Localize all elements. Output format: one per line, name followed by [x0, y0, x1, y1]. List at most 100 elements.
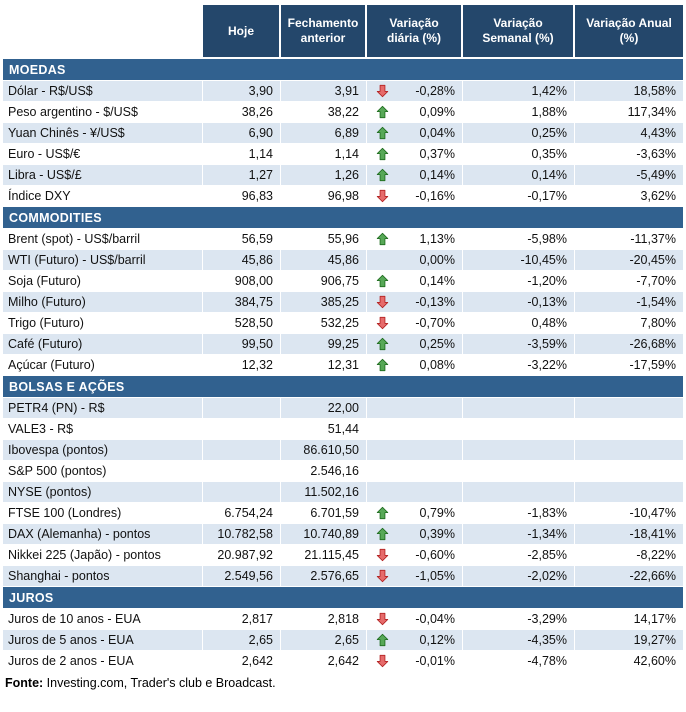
cell-variacao-diaria: 0,25%	[367, 334, 463, 355]
cell-variacao-anual: -1,54%	[575, 292, 683, 313]
cell-variacao-diaria: 0,04%	[367, 123, 463, 144]
source-text: Investing.com, Trader's club e Broadcast…	[43, 676, 276, 690]
cell-variacao-anual: -5,49%	[575, 165, 683, 186]
cell-fechamento-anterior: 22,00	[281, 398, 367, 419]
cell-hoje: 45,86	[203, 250, 281, 271]
cell-hoje: 20.987,92	[203, 545, 281, 566]
cell-variacao-diaria: 0,00%	[367, 250, 463, 271]
cell-variacao-diaria: -0,70%	[367, 313, 463, 334]
cell-variacao-anual: 117,34%	[575, 102, 683, 123]
header-variacao-diaria: Variação diária (%)	[367, 5, 463, 57]
cell-hoje: 2,817	[203, 609, 281, 630]
row-label: Libra - US$/£	[3, 165, 203, 186]
row-label: NYSE (pontos)	[3, 482, 203, 503]
cell-variacao-diaria: -0,16%	[367, 186, 463, 207]
cell-hoje	[203, 398, 281, 419]
cell-variacao-semanal: -2,02%	[463, 566, 575, 587]
table-row: Juros de 10 anos - EUA 2,817 2,818 -0,04% -3…	[3, 609, 683, 630]
cell-hoje: 6.754,24	[203, 503, 281, 524]
variacao-diaria-value: 0,08%	[419, 358, 455, 372]
table-row: Peso argentino - $/US$ 38,26 38,22 0,09% 1,8…	[3, 102, 683, 123]
cell-variacao-semanal	[463, 461, 575, 482]
section-header-moedas: MOEDAS	[3, 59, 683, 81]
cell-fechamento-anterior: 96,98	[281, 186, 367, 207]
row-label: Peso argentino - $/US$	[3, 102, 203, 123]
table-row: Juros de 5 anos - EUA 2,65 2,65 0,12% -4,35%…	[3, 630, 683, 651]
variacao-diaria-value: -0,16%	[415, 189, 455, 203]
cell-variacao-anual	[575, 482, 683, 503]
cell-variacao-diaria: 0,09%	[367, 102, 463, 123]
cell-hoje: 38,26	[203, 102, 281, 123]
variacao-diaria-value: 0,14%	[419, 274, 455, 288]
cell-variacao-diaria: -0,04%	[367, 609, 463, 630]
cell-fechamento-anterior: 906,75	[281, 271, 367, 292]
row-label: VALE3 - R$	[3, 419, 203, 440]
cell-variacao-anual: 14,17%	[575, 609, 683, 630]
table-row: PETR4 (PN) - R$ 22,00	[3, 398, 683, 419]
up-arrow-icon	[376, 274, 389, 288]
cell-variacao-diaria: -0,28%	[367, 81, 463, 102]
cell-fechamento-anterior: 38,22	[281, 102, 367, 123]
down-arrow-icon	[376, 548, 389, 562]
table-row: VALE3 - R$ 51,44	[3, 419, 683, 440]
cell-hoje: 908,00	[203, 271, 281, 292]
row-label: Juros de 10 anos - EUA	[3, 609, 203, 630]
header-fechamento-anterior: Fechamento anterior	[281, 5, 367, 57]
cell-variacao-semanal: -10,45%	[463, 250, 575, 271]
up-arrow-icon	[376, 337, 389, 351]
table-row: Dólar - R$/US$ 3,90 3,91 -0,28% 1,42% 18,58%	[3, 81, 683, 102]
cell-fechamento-anterior: 55,96	[281, 229, 367, 250]
table-row: DAX (Alemanha) - pontos 10.782,58 10.740,8…	[3, 524, 683, 545]
table-row: Euro - US$/€ 1,14 1,14 0,37% 0,35% -3,63%	[3, 144, 683, 165]
section-header-juros: JUROS	[3, 587, 683, 609]
row-label: Soja (Futuro)	[3, 271, 203, 292]
cell-fechamento-anterior: 3,91	[281, 81, 367, 102]
table-row: Brent (spot) - US$/barril 56,59 55,96 1,13%…	[3, 229, 683, 250]
header-empty-cell	[3, 5, 203, 57]
cell-hoje	[203, 461, 281, 482]
cell-variacao-semanal: -5,98%	[463, 229, 575, 250]
cell-hoje	[203, 440, 281, 461]
row-label: Dólar - R$/US$	[3, 81, 203, 102]
variacao-diaria-value: -0,13%	[415, 295, 455, 309]
cell-variacao-semanal	[463, 440, 575, 461]
cell-variacao-anual	[575, 398, 683, 419]
table-row: FTSE 100 (Londres) 6.754,24 6.701,59 0,79% -…	[3, 503, 683, 524]
row-label: PETR4 (PN) - R$	[3, 398, 203, 419]
header-variacao-anual: Variação Anual (%)	[575, 5, 683, 57]
cell-fechamento-anterior: 86.610,50	[281, 440, 367, 461]
cell-fechamento-anterior: 1,26	[281, 165, 367, 186]
cell-fechamento-anterior: 532,25	[281, 313, 367, 334]
row-label: Açúcar (Futuro)	[3, 355, 203, 376]
cell-variacao-diaria: 0,79%	[367, 503, 463, 524]
down-arrow-icon	[376, 295, 389, 309]
cell-variacao-anual	[575, 440, 683, 461]
cell-fechamento-anterior: 11.502,16	[281, 482, 367, 503]
header-hoje: Hoje	[203, 5, 281, 57]
row-label: Juros de 2 anos - EUA	[3, 651, 203, 672]
cell-variacao-anual: 19,27%	[575, 630, 683, 651]
row-label: DAX (Alemanha) - pontos	[3, 524, 203, 545]
cell-variacao-semanal	[463, 419, 575, 440]
cell-variacao-anual: 7,80%	[575, 313, 683, 334]
cell-hoje: 1,27	[203, 165, 281, 186]
table-row: Yuan Chinês - ¥/US$ 6,90 6,89 0,04% 0,25% 4,4…	[3, 123, 683, 144]
cell-fechamento-anterior: 21.115,45	[281, 545, 367, 566]
row-label: Brent (spot) - US$/barril	[3, 229, 203, 250]
down-arrow-icon	[376, 189, 389, 203]
cell-variacao-semanal	[463, 482, 575, 503]
row-label: Yuan Chinês - ¥/US$	[3, 123, 203, 144]
cell-variacao-diaria	[367, 461, 463, 482]
cell-variacao-diaria: 0,14%	[367, 165, 463, 186]
cell-variacao-anual: 18,58%	[575, 81, 683, 102]
cell-fechamento-anterior: 2.546,16	[281, 461, 367, 482]
row-label: WTI (Futuro) - US$/barril	[3, 250, 203, 271]
cell-variacao-anual: -10,47%	[575, 503, 683, 524]
table-row: NYSE (pontos) 11.502,16	[3, 482, 683, 503]
cell-variacao-diaria	[367, 482, 463, 503]
variacao-diaria-value: 0,25%	[419, 337, 455, 351]
cell-variacao-anual: -7,70%	[575, 271, 683, 292]
variacao-diaria-value: -0,01%	[415, 654, 455, 668]
cell-fechamento-anterior: 2.576,65	[281, 566, 367, 587]
cell-hoje: 528,50	[203, 313, 281, 334]
